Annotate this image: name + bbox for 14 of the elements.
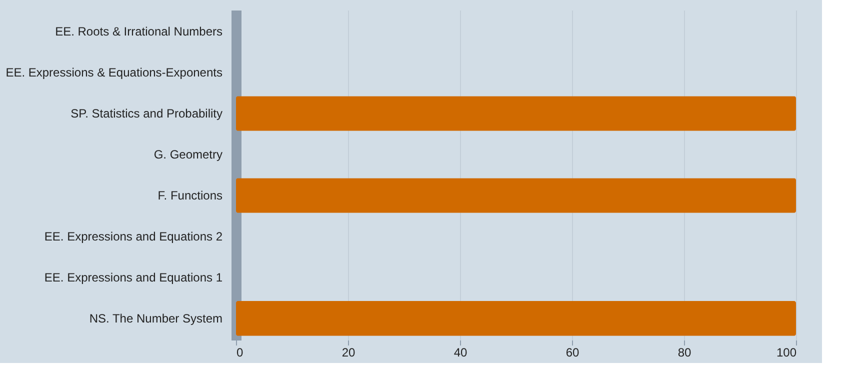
x-tick-label: 60 — [566, 346, 580, 360]
y-tick-label: EE. Expressions & Equations-Exponents — [6, 66, 222, 80]
y-tick-label: EE. Expressions and Equations 2 — [44, 229, 223, 244]
x-tick-label: 100 — [776, 346, 797, 360]
y-tick-label: EE. Expressions and Equations 1 — [44, 270, 223, 284]
y-tick-label: NS. The Number System — [89, 311, 222, 326]
x-tick-label: 80 — [678, 346, 692, 360]
x-tick-label: 0 — [236, 346, 244, 360]
y-tick-label: F. Functions — [158, 188, 222, 202]
x-tick-label: 40 — [454, 346, 468, 360]
y-tick-label: EE. Roots & Irrational Numbers — [55, 24, 222, 39]
y-tick-label: G. Geometry — [154, 148, 222, 162]
y-tick-label: SP. Statistics and Probability — [70, 106, 222, 121]
x-tick-label: 20 — [342, 346, 356, 360]
